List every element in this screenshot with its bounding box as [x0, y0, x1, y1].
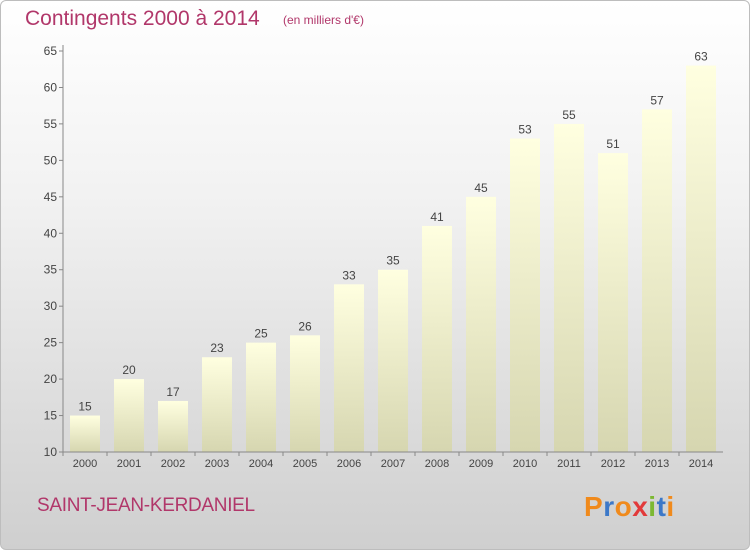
y-tick-label-15: 15	[44, 409, 58, 423]
data-label-2005: 26	[298, 319, 312, 333]
bar-2011	[554, 123, 584, 452]
x-tick-label-2007: 2007	[381, 458, 405, 470]
data-label-2012: 51	[606, 137, 620, 151]
bar-2004	[246, 342, 276, 452]
bar-2007	[378, 269, 408, 452]
logo-letter: o	[614, 491, 633, 522]
bar-2001	[114, 379, 144, 452]
chart-title: Contingents 2000 à 2014	[25, 7, 260, 30]
bar-2009	[466, 196, 496, 452]
logo-letter: i	[666, 491, 675, 522]
y-tick-label-55: 55	[44, 117, 58, 131]
x-tick-label-2009: 2009	[469, 458, 493, 470]
data-label-2008: 41	[430, 210, 444, 224]
logo-letter: x	[632, 491, 649, 522]
data-label-2000: 15	[78, 400, 92, 414]
bar-2014	[686, 65, 716, 452]
data-label-2009: 45	[474, 181, 488, 195]
data-label-2013: 57	[650, 93, 664, 107]
logo-letter: r	[603, 491, 615, 522]
x-tick-label-2002: 2002	[161, 458, 185, 470]
data-label-2007: 35	[386, 254, 400, 268]
bar-2003	[202, 357, 232, 452]
bar-2008	[422, 225, 452, 452]
y-tick-label-10: 10	[44, 445, 58, 459]
x-tick-label-2001: 2001	[117, 458, 141, 470]
bar-2010	[510, 138, 540, 452]
bar-2012	[598, 153, 628, 452]
y-tick-label-65: 65	[44, 44, 58, 58]
x-tick-label-2008: 2008	[425, 458, 449, 470]
x-tick-label-2012: 2012	[601, 458, 625, 470]
data-label-2014: 63	[694, 50, 708, 64]
data-label-2004: 25	[254, 327, 268, 341]
x-tick-label-2013: 2013	[645, 458, 669, 470]
data-label-2001: 20	[122, 363, 136, 377]
logo-letter: t	[656, 491, 667, 522]
data-label-2011: 55	[562, 108, 576, 122]
bar-2013	[642, 109, 672, 452]
x-tick-label-2006: 2006	[337, 458, 361, 470]
x-tick-label-2014: 2014	[689, 458, 713, 470]
y-tick-label-60: 60	[44, 80, 58, 94]
x-tick-label-2003: 2003	[205, 458, 229, 470]
logo-letter: P	[584, 491, 604, 522]
y-tick-label-45: 45	[44, 190, 58, 204]
chart-subtitle: (en milliers d'€)	[283, 13, 364, 27]
x-tick-label-2005: 2005	[293, 458, 317, 470]
x-tick-label-2011: 2011	[557, 458, 581, 470]
commune-name: SAINT-JEAN-KERDANIEL	[37, 495, 255, 516]
x-tick-label-2004: 2004	[249, 458, 273, 470]
bar-2000	[70, 415, 100, 452]
bar-2006	[334, 284, 364, 452]
x-tick-label-2010: 2010	[513, 458, 537, 470]
proxiti-logo: Proxiti	[584, 491, 675, 523]
y-tick-label-30: 30	[44, 299, 58, 313]
bar-2005	[290, 335, 320, 452]
x-tick-label-2000: 2000	[73, 458, 97, 470]
y-tick-label-25: 25	[44, 336, 58, 350]
y-tick-label-40: 40	[44, 226, 58, 240]
logo-letter: i	[648, 491, 657, 522]
data-label-2003: 23	[210, 341, 224, 355]
data-label-2006: 33	[342, 268, 356, 282]
data-label-2002: 17	[166, 385, 180, 399]
y-tick-label-50: 50	[44, 153, 58, 167]
y-tick-label-35: 35	[44, 263, 58, 277]
data-label-2010: 53	[518, 122, 532, 136]
bar-2002	[158, 400, 188, 452]
y-tick-label-20: 20	[44, 372, 58, 386]
